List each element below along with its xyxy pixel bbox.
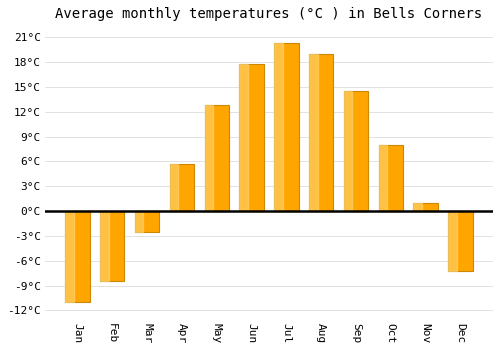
Bar [378,145,403,211]
Bar [274,43,298,211]
Bar [170,164,178,211]
Bar [344,91,368,211]
Bar [309,54,334,211]
Bar [344,91,352,211]
Bar [240,64,264,211]
Bar [378,145,387,211]
Bar [204,105,213,211]
Bar [414,203,422,211]
Bar [240,64,248,211]
Bar [100,211,124,281]
Title: Average monthly temperatures (°C ) in Bells Corners: Average monthly temperatures (°C ) in Be… [56,7,482,21]
Bar [65,211,74,302]
Bar [65,211,90,302]
Bar [309,54,318,211]
Bar [100,211,108,281]
Bar [135,211,143,232]
Bar [414,203,438,211]
Bar [448,211,457,271]
Bar [448,211,472,271]
Bar [204,105,229,211]
Bar [170,164,194,211]
Bar [274,43,282,211]
Bar [135,211,160,232]
